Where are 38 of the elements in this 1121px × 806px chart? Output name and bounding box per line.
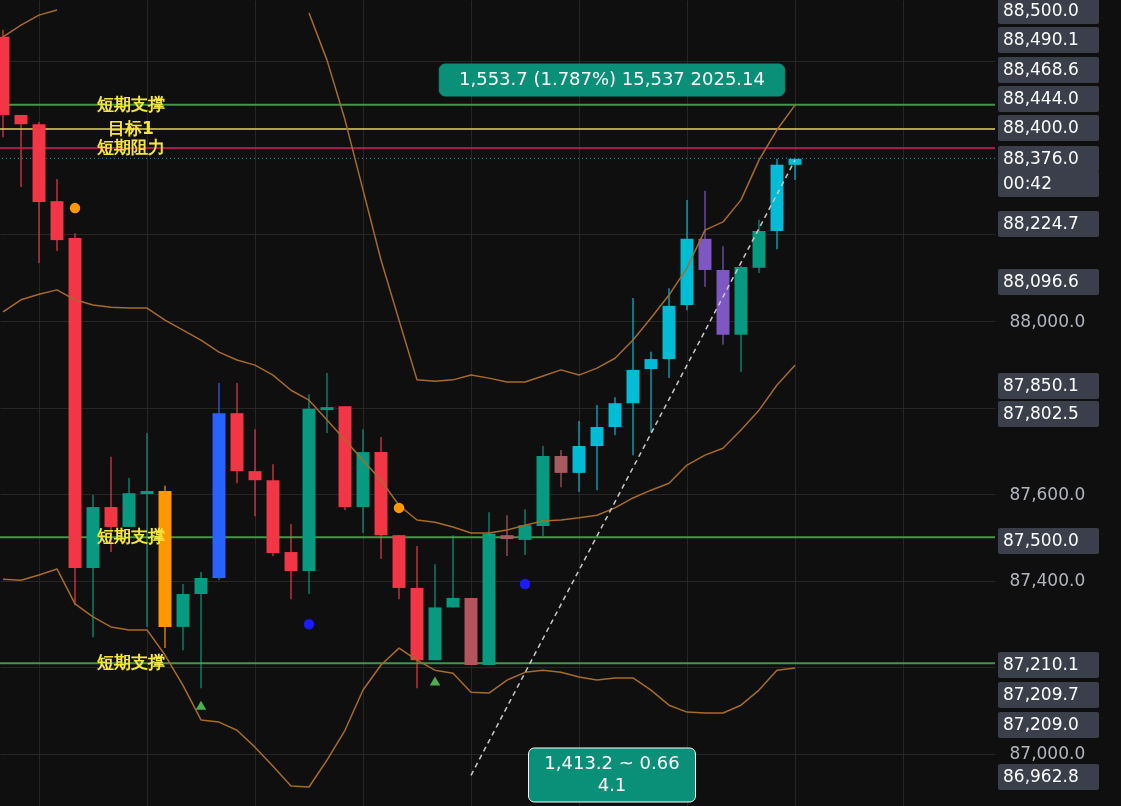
text: 88,444.0 bbox=[1003, 88, 1079, 108]
candlestick bbox=[320, 372, 334, 434]
text: 88,224.7 bbox=[1003, 213, 1079, 233]
candlestick bbox=[644, 351, 658, 433]
candlestick bbox=[500, 514, 514, 557]
candlestick bbox=[284, 523, 298, 600]
text: 87,500.0 bbox=[1003, 530, 1079, 550]
point bbox=[303, 619, 315, 630]
text: 87,209.7 bbox=[1003, 684, 1079, 704]
annotation: 1,553.7 (1.787%) 15,537 2025.14 bbox=[459, 68, 765, 89]
y-tick-label: 87,000.0 bbox=[1009, 743, 1086, 764]
candlestick bbox=[590, 404, 604, 491]
annotation: 1,413.2 ~ 0.66 4.1 bbox=[544, 752, 680, 795]
text: 88,490.1 bbox=[1003, 29, 1079, 49]
point bbox=[69, 202, 81, 214]
y-tick-label: 88,000.0 bbox=[1009, 310, 1086, 331]
text: 87,850.1 bbox=[1003, 375, 1079, 395]
point bbox=[429, 676, 441, 686]
text: 86,962.8 bbox=[1003, 766, 1079, 786]
point bbox=[519, 578, 531, 590]
candlestick bbox=[194, 571, 208, 689]
point bbox=[393, 502, 405, 514]
text: 87,209.0 bbox=[1003, 714, 1079, 734]
text: 88,096.6 bbox=[1003, 271, 1079, 291]
point bbox=[195, 700, 207, 710]
text: 00:42 bbox=[1003, 173, 1052, 193]
text: 88,400.0 bbox=[1003, 117, 1079, 137]
candlestick bbox=[608, 396, 622, 436]
candlestick bbox=[248, 428, 262, 517]
text: 88,376.0 bbox=[1003, 148, 1079, 168]
text: 88,468.6 bbox=[1003, 59, 1079, 79]
candlestick bbox=[554, 449, 568, 488]
text: 87,802.5 bbox=[1003, 403, 1079, 423]
candlestick bbox=[14, 114, 28, 188]
text: 88,500.0 bbox=[1003, 0, 1079, 20]
text: 87,210.1 bbox=[1003, 654, 1079, 674]
y-tick-label: 87,600.0 bbox=[1009, 483, 1086, 504]
y-tick-label: 87,400.0 bbox=[1009, 570, 1086, 591]
